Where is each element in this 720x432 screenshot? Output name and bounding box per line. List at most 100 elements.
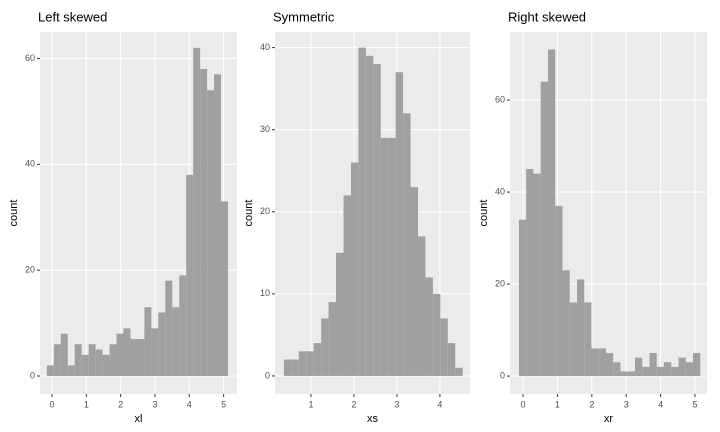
bar bbox=[365, 55, 374, 376]
bar bbox=[67, 365, 75, 377]
y-axis-title: count bbox=[8, 200, 20, 227]
bar bbox=[291, 359, 299, 376]
bar bbox=[425, 277, 433, 376]
y-tick-label: 0 bbox=[500, 370, 505, 380]
y-tick-label: 60 bbox=[25, 53, 35, 63]
bar bbox=[373, 64, 381, 376]
bar bbox=[343, 195, 351, 376]
bar bbox=[298, 351, 307, 376]
bar bbox=[74, 344, 82, 377]
x-tick-label: 3 bbox=[624, 399, 629, 409]
bar bbox=[193, 47, 201, 377]
bar bbox=[46, 365, 54, 377]
bar bbox=[540, 81, 548, 377]
y-tick-label: 20 bbox=[25, 265, 35, 275]
bar bbox=[380, 137, 389, 376]
bar bbox=[207, 90, 215, 377]
bar bbox=[306, 351, 314, 376]
x-axis-title: xr bbox=[604, 413, 614, 425]
bar bbox=[283, 359, 292, 376]
y-axis-title: count bbox=[478, 200, 490, 227]
bar bbox=[547, 49, 556, 377]
bar bbox=[518, 219, 527, 377]
bar bbox=[693, 353, 701, 377]
bar bbox=[627, 371, 636, 377]
bar bbox=[172, 307, 180, 377]
bar bbox=[186, 174, 194, 377]
bar bbox=[440, 318, 448, 376]
bar bbox=[123, 328, 131, 377]
x-tick-label: 5 bbox=[692, 399, 697, 409]
bar bbox=[678, 357, 686, 377]
x-tick-label: 3 bbox=[152, 399, 157, 409]
bar bbox=[102, 354, 110, 377]
bar bbox=[605, 353, 614, 377]
bar bbox=[598, 348, 606, 377]
bar bbox=[649, 353, 657, 377]
bar bbox=[130, 338, 138, 377]
bar bbox=[620, 371, 628, 377]
bar bbox=[200, 69, 208, 377]
bar bbox=[447, 343, 456, 376]
y-tick-label: 0 bbox=[265, 370, 270, 380]
bar bbox=[151, 328, 159, 377]
x-tick-label: 1 bbox=[555, 399, 560, 409]
x-axis-title: xl bbox=[135, 413, 143, 425]
y-axis-title: count bbox=[243, 200, 255, 227]
bar bbox=[432, 293, 441, 376]
y-tick-label: 0 bbox=[30, 370, 35, 380]
bar bbox=[358, 47, 366, 376]
bar bbox=[109, 344, 117, 377]
x-tick-label: 2 bbox=[351, 399, 356, 409]
bar bbox=[137, 338, 145, 377]
bar bbox=[635, 357, 643, 377]
bar bbox=[671, 366, 679, 377]
x-axis-title: xs bbox=[367, 413, 379, 425]
bar bbox=[555, 205, 563, 377]
x-tick-label: 0 bbox=[521, 399, 526, 409]
x-tick-label: 0 bbox=[50, 399, 55, 409]
x-tick-label: 1 bbox=[84, 399, 89, 409]
bar bbox=[116, 333, 124, 377]
bar bbox=[350, 162, 359, 376]
bar bbox=[569, 302, 577, 377]
bar bbox=[591, 348, 599, 377]
bar bbox=[403, 113, 411, 376]
bar bbox=[584, 302, 592, 377]
bar bbox=[685, 362, 694, 377]
y-tick-label: 10 bbox=[260, 288, 270, 298]
bar bbox=[642, 366, 650, 377]
bar bbox=[576, 279, 585, 377]
bar bbox=[417, 236, 426, 376]
bar bbox=[562, 270, 570, 377]
x-tick-label: 3 bbox=[394, 399, 399, 409]
bar bbox=[526, 169, 534, 377]
bar bbox=[214, 74, 222, 377]
bar bbox=[313, 343, 322, 376]
x-tick-label: 4 bbox=[658, 399, 663, 409]
bar bbox=[165, 280, 173, 377]
bar bbox=[95, 349, 103, 377]
bar bbox=[321, 318, 329, 376]
y-tick-label: 40 bbox=[25, 159, 35, 169]
bar bbox=[455, 367, 463, 376]
bar bbox=[395, 72, 404, 376]
bar bbox=[144, 307, 152, 377]
x-tick-label: 4 bbox=[187, 399, 192, 409]
bar bbox=[656, 366, 665, 377]
x-tick-label: 4 bbox=[437, 399, 442, 409]
bar bbox=[410, 187, 418, 376]
y-tick-label: 20 bbox=[260, 206, 270, 216]
bar bbox=[533, 173, 541, 377]
chart-title: Symmetric bbox=[273, 9, 335, 24]
x-tick-label: 1 bbox=[308, 399, 313, 409]
bar bbox=[53, 344, 61, 377]
chart-title: Right skewed bbox=[508, 9, 586, 24]
bar bbox=[158, 312, 166, 377]
chart-title: Left skewed bbox=[38, 9, 107, 24]
bar bbox=[336, 252, 344, 376]
bar bbox=[388, 137, 396, 376]
bar bbox=[613, 362, 621, 377]
x-tick-label: 5 bbox=[221, 399, 226, 409]
